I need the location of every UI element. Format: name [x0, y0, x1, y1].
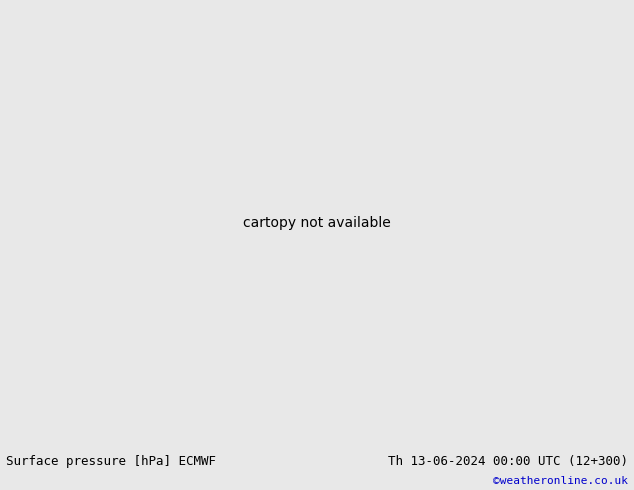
Text: ©weatheronline.co.uk: ©weatheronline.co.uk: [493, 476, 628, 486]
Text: cartopy not available: cartopy not available: [243, 216, 391, 230]
Text: Surface pressure [hPa] ECMWF: Surface pressure [hPa] ECMWF: [6, 455, 216, 468]
Text: Th 13-06-2024 00:00 UTC (12+300): Th 13-06-2024 00:00 UTC (12+300): [387, 455, 628, 468]
